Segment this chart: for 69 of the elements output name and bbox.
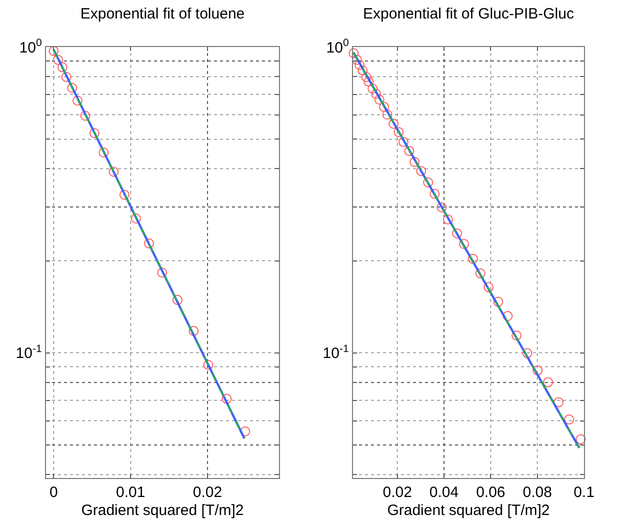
point [543, 377, 554, 388]
x-axis-title: Gradient squared [T/m]2 [387, 502, 550, 520]
point [475, 268, 486, 278]
point [430, 188, 440, 199]
point [502, 311, 513, 322]
point [361, 72, 372, 82]
point [203, 360, 214, 370]
point [89, 128, 100, 138]
y-tick-label: 10$^{-1}$ [16, 342, 42, 362]
point [404, 146, 414, 156]
point [554, 397, 564, 408]
point [512, 330, 522, 340]
point [442, 214, 453, 224]
point [53, 54, 63, 65]
point [388, 118, 399, 129]
point [532, 365, 543, 376]
point [352, 54, 362, 65]
point [576, 434, 586, 444]
x-tick-label: 0 [50, 484, 58, 502]
point [172, 294, 182, 305]
point [144, 238, 154, 248]
y-tick-label: 10$^{-1}$ [322, 342, 349, 362]
point [354, 60, 365, 70]
point [468, 254, 478, 264]
point [374, 94, 384, 105]
x-tick-label: 0.04 [429, 484, 459, 502]
point [522, 348, 532, 358]
chart-title: Exponential fit of Gluc-PIB-Gluc [363, 5, 574, 22]
point [80, 110, 90, 121]
point [157, 268, 168, 278]
x-axis-title: Gradient squared [T/m]2 [81, 502, 244, 520]
point [382, 110, 392, 120]
x-tick-label: 0.08 [522, 484, 552, 502]
point [394, 127, 404, 138]
chart-title: Exponential fit of toluene [80, 5, 245, 22]
point [493, 296, 504, 307]
x-tick-label: 0.02 [192, 484, 222, 502]
y-tick-label: 10$^{0}$ [326, 36, 349, 56]
point [452, 228, 462, 238]
x-tick-label: 0.02 [382, 484, 412, 502]
y-tick-label: 10$^{0}$ [19, 36, 42, 56]
point [67, 82, 78, 93]
point [48, 46, 59, 56]
point [348, 48, 359, 58]
point [130, 214, 141, 224]
point [98, 147, 109, 158]
point [108, 166, 119, 177]
point [459, 238, 470, 249]
point [364, 76, 374, 87]
x-tick-label: 0.06 [476, 484, 506, 502]
point [436, 202, 447, 212]
point [119, 190, 130, 200]
point [416, 166, 426, 176]
point [564, 414, 574, 424]
point [61, 72, 72, 82]
point [484, 282, 494, 292]
point [358, 65, 368, 76]
point [222, 394, 232, 404]
x-tick-label: 0.01 [116, 484, 146, 502]
point [423, 177, 434, 188]
point [368, 84, 378, 94]
point [371, 89, 382, 100]
point [72, 96, 83, 106]
point [188, 326, 199, 336]
point [57, 62, 68, 72]
point [379, 102, 390, 112]
x-tick-label: 0.1 [574, 484, 594, 502]
point [410, 156, 420, 167]
point [398, 137, 408, 148]
